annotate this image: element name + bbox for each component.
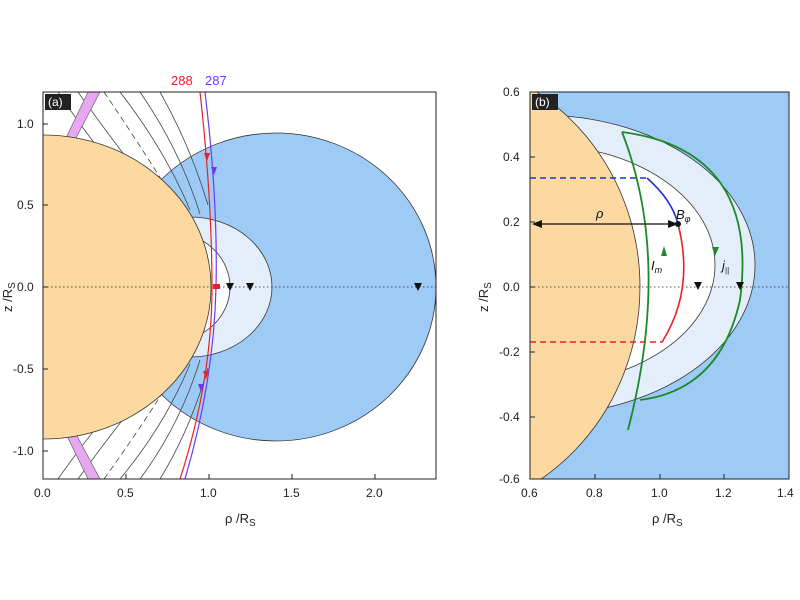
y-tick-b: 0.0 xyxy=(503,280,520,294)
arrow-287-north xyxy=(211,167,217,175)
rho-arrow-left-head xyxy=(532,220,542,228)
trajectory-label-288: 288 xyxy=(171,73,193,88)
pink-band-south xyxy=(64,431,101,479)
y-axis-a: 1.0 0.5 0.0 -0.5 -1.0 xyxy=(13,117,48,458)
y-tick-a: 1.0 xyxy=(17,117,34,131)
x-tick-a: 2.0 xyxy=(366,486,383,500)
field-line-blue xyxy=(646,177,679,225)
planet-b xyxy=(530,92,641,479)
arrow-eq-3 xyxy=(414,283,422,291)
trajectory-label-287: 287 xyxy=(205,73,227,88)
panel-a-frame xyxy=(42,91,437,480)
b-field-point xyxy=(675,221,681,227)
field-line-red xyxy=(661,223,685,343)
rho-label: ρ xyxy=(595,206,604,221)
y-tick-a: -0.5 xyxy=(13,362,34,376)
current-im-label: Im xyxy=(651,258,663,275)
b-field-label: Bφ xyxy=(676,207,691,224)
y-axis-label-b: z /RS xyxy=(476,282,494,312)
y-tick-a: -1.0 xyxy=(13,444,34,458)
arrow-eq-2 xyxy=(246,283,254,291)
y-tick-b: 0.4 xyxy=(503,150,520,164)
y-tick-a: 0.0 xyxy=(17,280,34,294)
x-tick-a: 0.0 xyxy=(34,486,51,500)
arrow-jpar xyxy=(712,247,719,256)
x-axis-label-a: ρ /RS xyxy=(225,511,256,529)
x-tick-a: 1.5 xyxy=(283,486,300,500)
x-tick-a: 1.0 xyxy=(200,486,217,500)
y-axis-b: 0.6 0.4 0.2 0.0 -0.2 -0.4 -0.6 xyxy=(499,85,535,486)
arrow-im xyxy=(661,246,667,256)
y-tick-b: -0.2 xyxy=(499,345,520,359)
x-tick-b: 1.4 xyxy=(777,486,794,500)
panel-b: (b) ρ Bφ Im j|| 0.6 0.8 1.0 1.2 1.4 ρ /R… xyxy=(476,85,794,529)
y-tick-b: -0.6 xyxy=(499,472,520,486)
y-tick-b: 0.2 xyxy=(503,215,520,229)
panel-a-label: (a) xyxy=(48,95,63,109)
x-axis-b: 0.6 0.8 1.0 1.2 1.4 xyxy=(521,474,794,500)
x-tick-b: 1.0 xyxy=(651,486,668,500)
arrow-288-north xyxy=(204,153,210,161)
rho-arrow-right-head xyxy=(668,220,678,228)
x-tick-b: 0.6 xyxy=(521,486,538,500)
x-axis-a: 0.0 0.5 1.0 1.5 2.0 xyxy=(34,474,383,500)
current-im xyxy=(621,131,650,431)
arrow-287-south xyxy=(198,384,204,392)
y-tick-b: 0.6 xyxy=(503,85,520,99)
arrow-eq-b1 xyxy=(694,282,702,290)
panel-a-label-bg xyxy=(45,94,71,110)
x-axis-label-b: ρ /RS xyxy=(652,511,683,529)
panel-b-label-bg xyxy=(532,94,558,110)
x-tick-b: 0.8 xyxy=(586,486,603,500)
panel-a: (a) 288 287 0.0 0.5 1.0 1.5 2.0 ρ /RS 1.… xyxy=(0,73,437,529)
x-tick-a: 0.5 xyxy=(117,486,134,500)
y-axis-label-a: z /RS xyxy=(0,282,18,312)
arrow-eq-b2 xyxy=(736,282,744,290)
y-tick-a: 0.5 xyxy=(17,198,34,212)
y-tick-b: -0.4 xyxy=(499,410,520,424)
panel-b-label: (b) xyxy=(535,95,550,109)
arrow-288-south xyxy=(203,371,209,379)
arrow-eq-1 xyxy=(226,283,234,291)
closest-approach-marker xyxy=(213,284,220,289)
current-jpar-label: j|| xyxy=(720,258,729,275)
x-tick-b: 1.2 xyxy=(715,486,732,500)
